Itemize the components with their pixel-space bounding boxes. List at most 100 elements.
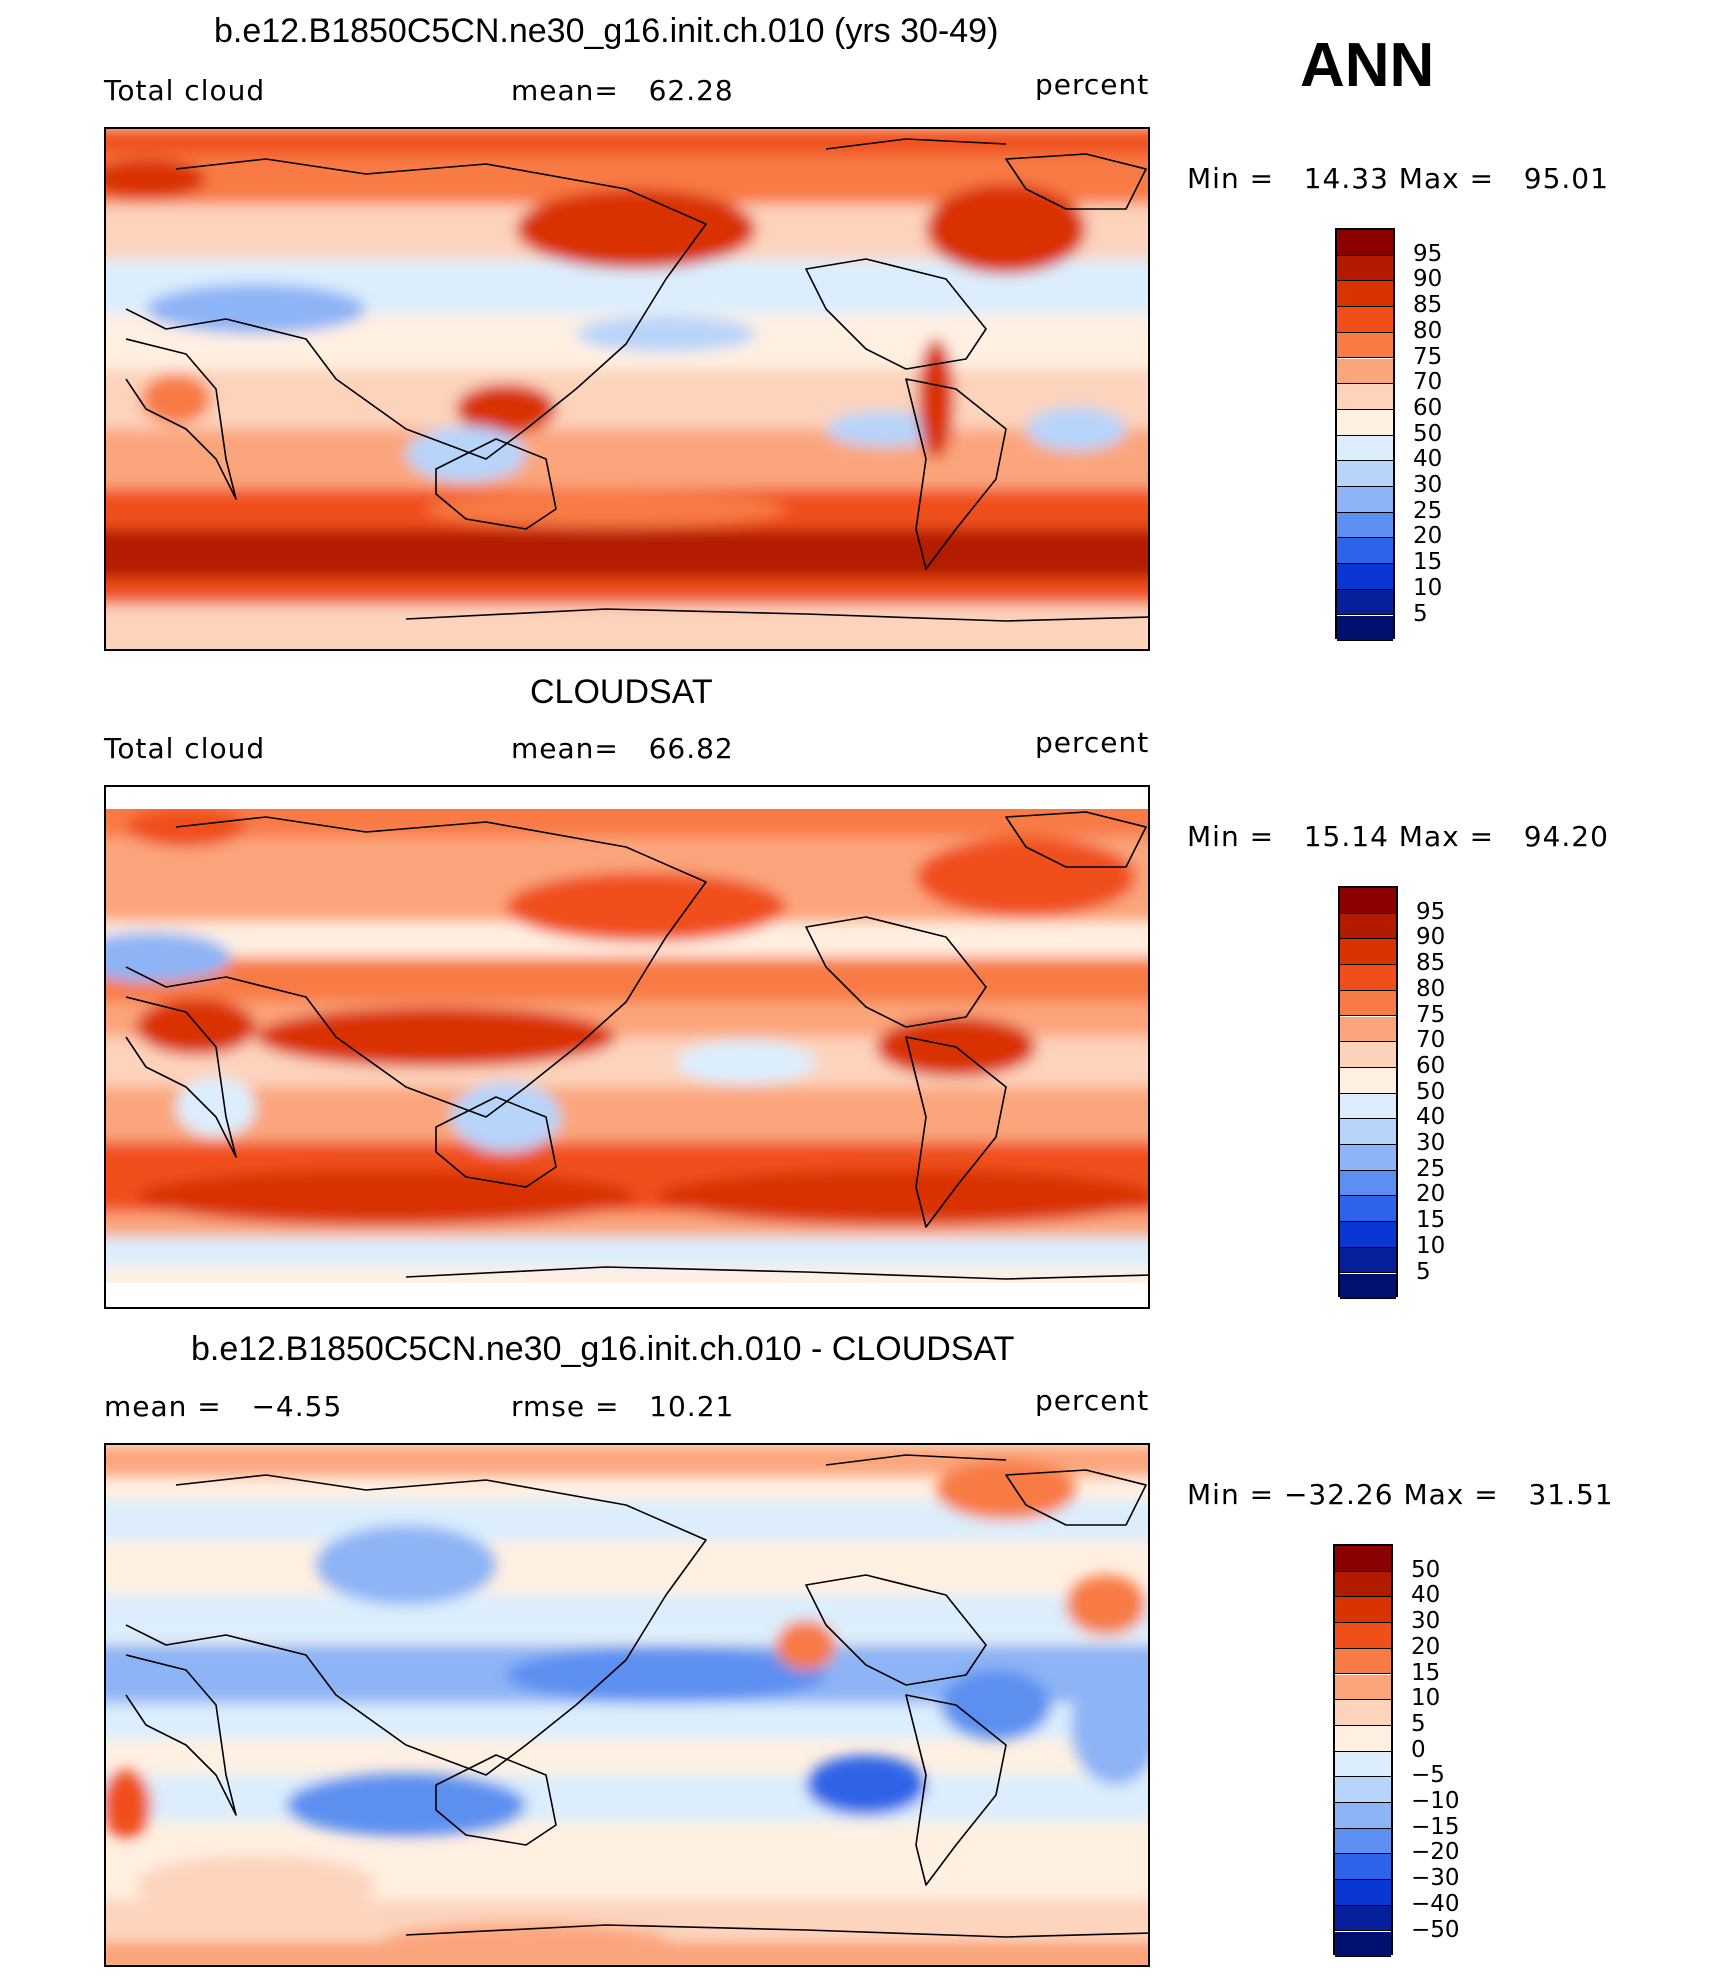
colorbar-swatch bbox=[1335, 1854, 1391, 1881]
colorbar-tick-label: 5 bbox=[1413, 600, 1428, 627]
colorbar-tick-label: 0 bbox=[1411, 1736, 1426, 1763]
contour-blob bbox=[516, 189, 756, 269]
contour-blob bbox=[926, 184, 1086, 274]
colorbar-swatch bbox=[1337, 538, 1393, 565]
colorbar-tick-label: 5 bbox=[1411, 1710, 1426, 1737]
colorbar-swatch bbox=[1337, 615, 1393, 642]
contour-band bbox=[106, 604, 1148, 649]
colorbar-swatch bbox=[1340, 1222, 1396, 1248]
coastline bbox=[405, 1924, 1148, 1938]
colorbar-tick-label: 20 bbox=[1413, 523, 1443, 550]
panel-model-left-label: Total cloud bbox=[104, 74, 266, 107]
colorbar-tick-label: 40 bbox=[1416, 1104, 1446, 1131]
colorbar-swatch bbox=[1340, 1119, 1396, 1145]
colorbar-swatch bbox=[1340, 888, 1396, 914]
colorbar-swatch bbox=[1337, 461, 1393, 487]
colorbar-swatch bbox=[1340, 1170, 1396, 1197]
coastline bbox=[405, 608, 1148, 622]
colorbar-tick-label: −15 bbox=[1411, 1813, 1460, 1840]
coastline bbox=[905, 1036, 1007, 1228]
colorbar-swatch bbox=[1340, 965, 1396, 991]
colorbar-tick-label: −40 bbox=[1411, 1890, 1460, 1917]
coastline bbox=[125, 158, 707, 460]
panel-obs-units: percent bbox=[1035, 726, 1150, 759]
colorbar-swatch bbox=[1335, 1674, 1391, 1701]
colorbar-tick-label: −10 bbox=[1411, 1788, 1460, 1814]
colorbar-swatch bbox=[1335, 1803, 1391, 1829]
colorbar-tick-label: 70 bbox=[1416, 1027, 1446, 1054]
coastline bbox=[435, 1096, 557, 1188]
contour-blob bbox=[256, 1007, 616, 1067]
colorbar-swatch bbox=[1340, 1273, 1396, 1300]
colorbar-swatch bbox=[1335, 1546, 1391, 1572]
coastline bbox=[435, 1754, 557, 1846]
colorbar-box bbox=[1335, 228, 1395, 642]
colorbar-swatch bbox=[1340, 939, 1396, 966]
panel-obs-left-label: Total cloud bbox=[104, 732, 266, 765]
coastline bbox=[805, 916, 987, 1028]
contour-blob bbox=[456, 384, 556, 434]
panel-diff-mean: mean = −4.55 bbox=[104, 1390, 343, 1423]
colorbar-tick-label: 10 bbox=[1411, 1685, 1441, 1712]
colorbar-tick-label: 15 bbox=[1416, 1207, 1446, 1234]
colorbar-swatch bbox=[1337, 487, 1393, 513]
colorbar-swatch bbox=[1337, 332, 1393, 359]
coastline bbox=[905, 1694, 1007, 1886]
contour-blob bbox=[1026, 407, 1126, 451]
contour-blob bbox=[936, 1460, 1076, 1520]
coastline bbox=[905, 378, 1007, 570]
contour-band bbox=[106, 529, 1148, 585]
contour-blob bbox=[146, 284, 366, 334]
colorbar-box bbox=[1333, 1544, 1393, 1958]
colorbar-tick-label: 75 bbox=[1416, 1001, 1446, 1028]
panel-diff-units: percent bbox=[1035, 1384, 1150, 1417]
colorbar-box bbox=[1338, 886, 1398, 1300]
coastline bbox=[125, 1654, 237, 1816]
contour-blob bbox=[806, 1755, 926, 1815]
coastline bbox=[1005, 811, 1147, 868]
contour-band bbox=[106, 1775, 1148, 1821]
contour-band bbox=[106, 957, 1148, 1003]
colorbar-tick-label: 30 bbox=[1411, 1608, 1441, 1635]
colorbar-tick-label: 10 bbox=[1413, 574, 1443, 601]
contour-blob bbox=[656, 1169, 1148, 1225]
colorbar-tick-label: 90 bbox=[1413, 266, 1443, 293]
colorbar-tick-label: −50 bbox=[1411, 1916, 1460, 1943]
colorbar-tick-label: −5 bbox=[1411, 1762, 1445, 1789]
contour-blob bbox=[176, 1077, 256, 1137]
colorbar-tick-label: 75 bbox=[1413, 343, 1443, 370]
colorbar-tick-label: 30 bbox=[1416, 1130, 1446, 1156]
colorbar-tick-label: −20 bbox=[1411, 1839, 1460, 1866]
colorbar-swatch bbox=[1340, 1042, 1396, 1068]
colorbar-swatch bbox=[1337, 307, 1393, 333]
colorbar-swatch bbox=[1335, 1931, 1391, 1958]
colorbar-swatch bbox=[1337, 255, 1393, 282]
coastline bbox=[125, 338, 237, 500]
colorbar-tick-label: 95 bbox=[1413, 240, 1443, 267]
contour-blob bbox=[1071, 1665, 1148, 1785]
colorbar-tick-label: 20 bbox=[1411, 1633, 1441, 1660]
colorbar-tick-label: 80 bbox=[1416, 975, 1446, 1002]
colorbar-swatch bbox=[1335, 1905, 1391, 1932]
coastline bbox=[805, 258, 987, 370]
colorbar-tick-label: 10 bbox=[1416, 1232, 1446, 1259]
colorbar-tick-label: 80 bbox=[1413, 317, 1443, 344]
colorbar-tick-label: 20 bbox=[1416, 1181, 1446, 1208]
contour-blob bbox=[126, 807, 246, 847]
season-label: ANN bbox=[1300, 31, 1435, 100]
contour-blob bbox=[106, 932, 231, 982]
panel-model-contour-field bbox=[106, 129, 1148, 649]
contour-band bbox=[106, 369, 1148, 435]
contour-blob bbox=[676, 1040, 816, 1084]
panel-model-minmax: Min = 14.33 Max = 95.01 bbox=[1187, 162, 1609, 195]
colorbar-swatch bbox=[1335, 1597, 1391, 1624]
panel-obs-mean: mean= 66.82 bbox=[511, 732, 734, 765]
colorbar-tick-label: 5 bbox=[1416, 1258, 1431, 1285]
panel-obs-title: CLOUDSAT bbox=[530, 673, 713, 711]
coastline bbox=[1005, 1469, 1147, 1526]
colorbar-tick-label: 85 bbox=[1416, 950, 1446, 977]
contour-blob bbox=[136, 1169, 636, 1225]
coastline bbox=[1005, 153, 1147, 210]
missing-data-band bbox=[106, 1283, 1148, 1307]
contour-blob bbox=[576, 316, 756, 352]
